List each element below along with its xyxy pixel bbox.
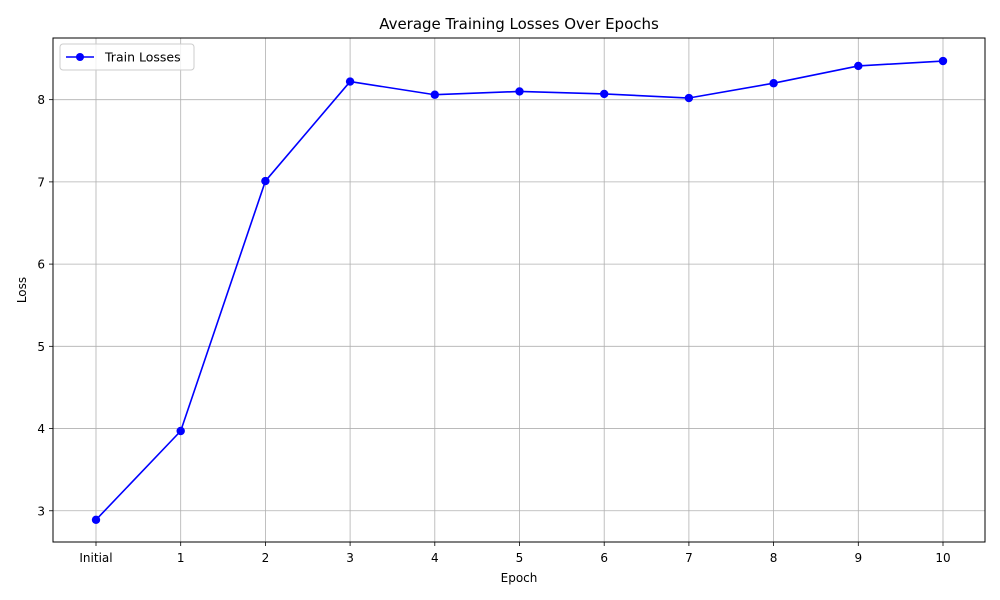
plot-frame bbox=[52, 37, 986, 543]
y-tick-label: 4 bbox=[37, 422, 45, 436]
data-point bbox=[938, 56, 948, 66]
legend-box bbox=[59, 43, 195, 71]
y-tick-label: 5 bbox=[37, 340, 45, 354]
x-tick-label: 3 bbox=[346, 551, 354, 565]
data-point bbox=[261, 176, 270, 186]
data-point bbox=[345, 77, 355, 86]
y-tick-label: 8 bbox=[37, 93, 45, 107]
data-point bbox=[684, 93, 694, 103]
x-tick-label: 9 bbox=[854, 551, 862, 565]
chart-title: Average Training Losses Over Epochs bbox=[379, 15, 659, 33]
x-tick-label: 2 bbox=[262, 551, 270, 565]
data-point bbox=[430, 90, 439, 99]
legend-label-train-losses: Train Losses bbox=[104, 50, 181, 65]
y-tick-label: 7 bbox=[37, 175, 45, 189]
y-tick-label: 6 bbox=[37, 258, 45, 272]
legend-marker-swatch bbox=[76, 53, 84, 61]
x-tick-label: 5 bbox=[516, 551, 524, 565]
data-point bbox=[91, 515, 101, 525]
data-point bbox=[769, 79, 778, 88]
data-point bbox=[176, 426, 185, 436]
data-point bbox=[515, 87, 524, 96]
series-layer bbox=[91, 56, 948, 525]
x-tick-label: 6 bbox=[600, 551, 608, 565]
x-tick-label: 10 bbox=[935, 551, 950, 565]
x-tick-label: Initial bbox=[79, 551, 112, 565]
y-tick-label: 3 bbox=[37, 504, 45, 518]
data-point bbox=[854, 61, 863, 71]
x-axis-label: Epoch bbox=[501, 571, 538, 585]
legend: Train Losses bbox=[59, 43, 195, 71]
x-tick-label: 4 bbox=[431, 551, 439, 565]
y-axis-label: Loss bbox=[15, 277, 29, 303]
x-tick-label: 7 bbox=[685, 551, 693, 565]
y-axis-ticks: 3 4 5 6 7 8 bbox=[37, 93, 53, 518]
x-tick-label: 1 bbox=[177, 551, 185, 565]
data-point bbox=[600, 89, 609, 99]
x-axis-ticks: Initial 1 2 3 4 5 6 7 8 9 10 bbox=[79, 542, 951, 565]
x-tick-label: 8 bbox=[770, 551, 778, 565]
grid-lines bbox=[53, 38, 985, 542]
